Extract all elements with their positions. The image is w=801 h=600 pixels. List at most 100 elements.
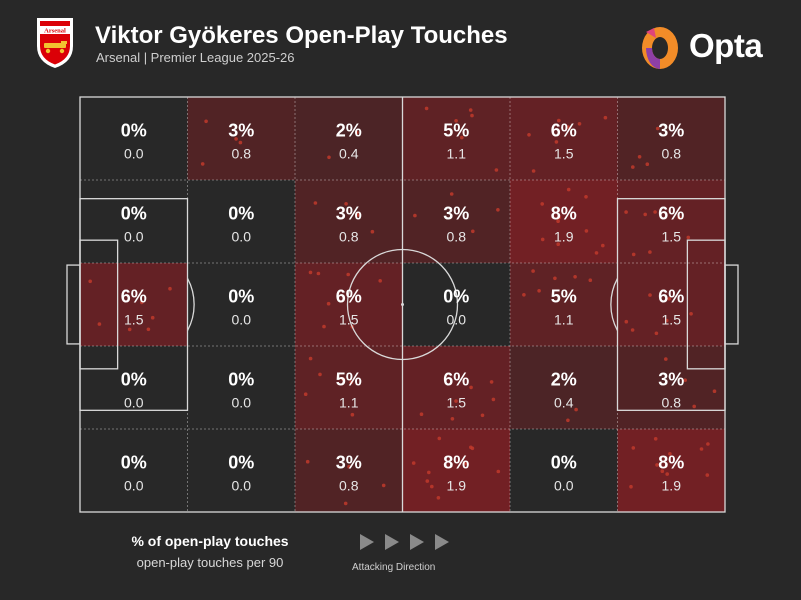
touch-dot	[689, 312, 693, 316]
touch-dot	[712, 389, 717, 394]
heat-cell	[402, 97, 510, 180]
cell-p90-label: 0.4	[339, 146, 359, 162]
svg-text:Arsenal: Arsenal	[44, 28, 66, 35]
heat-cell	[510, 180, 618, 263]
touch-dot	[463, 461, 468, 466]
touch-dot	[705, 473, 710, 477]
touch-dot	[436, 496, 441, 500]
touch-dot	[413, 213, 417, 218]
touch-dot	[527, 133, 531, 137]
cell-pct-label: 5%	[336, 370, 362, 390]
cell-pct-label: 3%	[658, 121, 684, 141]
touch-dot	[343, 501, 348, 506]
cell-p90-label: 0.0	[232, 312, 252, 328]
touch-dot	[660, 469, 665, 474]
touch-dot	[624, 319, 629, 324]
touch-dot	[665, 318, 669, 323]
touch-dot	[350, 412, 355, 417]
cell-pct-label: 5%	[443, 121, 469, 141]
touch-dot	[648, 250, 652, 254]
touch-dot	[522, 293, 526, 297]
touch-dot	[537, 289, 541, 293]
cell-p90-label: 1.5	[124, 312, 144, 328]
cell-p90-label: 1.5	[662, 229, 682, 245]
touch-dot	[471, 229, 475, 234]
cell-p90-label: 0.0	[554, 478, 574, 494]
touch-dot	[648, 293, 652, 297]
cell-pct-label: 0%	[228, 287, 254, 307]
touch-dot	[437, 436, 442, 441]
arsenal-badge-icon: Arsenal	[37, 18, 73, 68]
cell-pct-label: 6%	[443, 370, 469, 390]
legend-p90-label: open-play touches per 90	[136, 555, 284, 570]
cell-p90-label: 0.0	[232, 395, 252, 411]
touch-dot	[574, 407, 578, 412]
touch-dot	[238, 140, 243, 145]
cell-p90-label: 0.0	[124, 229, 144, 245]
touch-dot	[573, 275, 577, 279]
touch-dot	[449, 192, 454, 196]
center-spot	[401, 303, 404, 306]
cell-p90-label: 0.8	[662, 395, 682, 411]
touch-dot	[491, 397, 496, 402]
center-circle	[346, 248, 459, 361]
heat-cell	[617, 346, 725, 429]
cell-p90-label: 1.5	[339, 312, 359, 328]
heat-cell	[295, 346, 403, 429]
touch-dot	[200, 162, 205, 166]
right-goal	[724, 264, 739, 345]
touch-dot	[655, 126, 660, 131]
touch-dot	[419, 412, 424, 417]
touch-dot	[540, 237, 545, 242]
touch-dot	[308, 356, 313, 361]
touch-dot	[424, 106, 429, 111]
touch-dot	[97, 322, 102, 326]
touch-dot	[140, 300, 144, 305]
heat-cell	[187, 97, 295, 180]
touch-dot	[355, 130, 359, 135]
touch-dot	[603, 115, 608, 120]
touch-dot	[584, 229, 589, 233]
cell-p90-label: 1.5	[554, 146, 574, 162]
touch-dot	[556, 242, 560, 246]
touch-dot	[631, 252, 636, 257]
touch-dot	[630, 328, 635, 332]
touch-dot	[557, 118, 561, 123]
touch-dot	[308, 270, 313, 275]
touch-dot	[313, 201, 318, 205]
opta-logo-icon	[641, 26, 679, 69]
heat-cell	[510, 263, 618, 346]
touch-dot	[322, 324, 326, 329]
cell-pct-label: 2%	[551, 370, 577, 390]
cell-pct-label: 8%	[658, 453, 684, 473]
touch-dot	[677, 215, 681, 220]
touch-dot	[588, 278, 593, 283]
touch-dot	[531, 269, 535, 273]
touch-dot	[327, 155, 331, 160]
touch-dot	[378, 279, 383, 283]
touch-dot	[556, 219, 560, 223]
touch-dot	[425, 479, 430, 483]
touch-dot	[655, 463, 659, 467]
touch-dot	[469, 385, 473, 390]
cell-p90-label: 0.8	[339, 478, 359, 494]
touch-dot	[594, 251, 599, 255]
touch-dot	[326, 301, 331, 306]
touch-dot	[601, 243, 605, 248]
cell-pct-label: 0%	[228, 453, 254, 473]
touch-dot	[450, 417, 455, 421]
touch-dot	[460, 135, 464, 140]
touch-dot	[653, 210, 657, 214]
touch-dot	[480, 413, 485, 418]
touch-dot	[370, 229, 375, 234]
touch-dot	[234, 137, 238, 141]
touch-dot	[489, 380, 494, 384]
touch-dot	[303, 392, 308, 397]
cell-pct-label: 6%	[336, 287, 362, 307]
left-goal	[66, 264, 81, 345]
heat-cell	[80, 263, 188, 346]
heat-cell	[295, 97, 403, 180]
heat-cell	[510, 97, 618, 180]
cell-pct-label: 3%	[336, 453, 362, 473]
touch-dot	[430, 484, 434, 489]
